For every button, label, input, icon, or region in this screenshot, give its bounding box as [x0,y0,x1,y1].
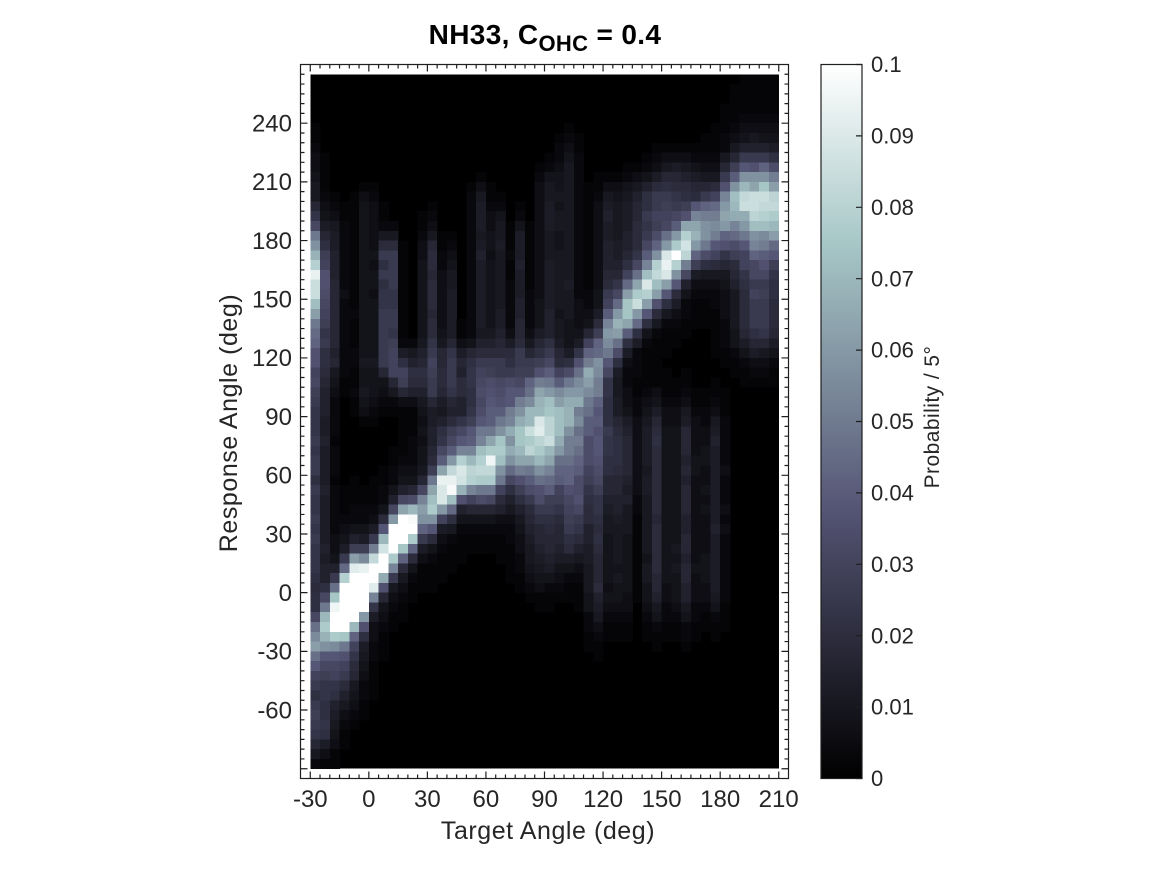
svg-text:0.03: 0.03 [871,552,914,577]
svg-text:0.05: 0.05 [871,409,914,434]
svg-text:240: 240 [252,110,292,137]
svg-text:0.01: 0.01 [871,695,914,720]
svg-text:150: 150 [642,786,682,813]
svg-text:150: 150 [252,286,292,313]
svg-text:0.02: 0.02 [871,623,914,648]
svg-text:210: 210 [759,786,799,813]
svg-text:90: 90 [531,786,558,813]
svg-text:-30: -30 [257,639,292,666]
svg-text:30: 30 [414,786,441,813]
svg-text:30: 30 [265,521,292,548]
svg-text:Response Angle (deg): Response Angle (deg) [215,294,243,552]
svg-text:0: 0 [279,580,292,607]
svg-text:Probability / 5°: Probability / 5° [921,346,944,489]
svg-text:0.07: 0.07 [871,266,914,291]
svg-text:0.04: 0.04 [871,480,914,505]
svg-text:120: 120 [252,345,292,372]
svg-text:0.06: 0.06 [871,338,914,363]
svg-text:0.08: 0.08 [871,195,914,220]
svg-text:120: 120 [583,786,623,813]
svg-text:180: 180 [700,786,740,813]
svg-text:210: 210 [252,169,292,196]
svg-text:0.09: 0.09 [871,123,914,148]
svg-text:60: 60 [473,786,500,813]
svg-text:60: 60 [265,463,292,490]
svg-text:0: 0 [871,766,883,791]
svg-text:0.1: 0.1 [871,52,902,77]
svg-text:90: 90 [265,404,292,431]
svg-text:180: 180 [252,228,292,255]
svg-text:0: 0 [362,786,375,813]
svg-text:Target Angle (deg): Target Angle (deg) [441,817,655,845]
svg-text:-30: -30 [293,786,328,813]
svg-text:-60: -60 [257,697,292,724]
